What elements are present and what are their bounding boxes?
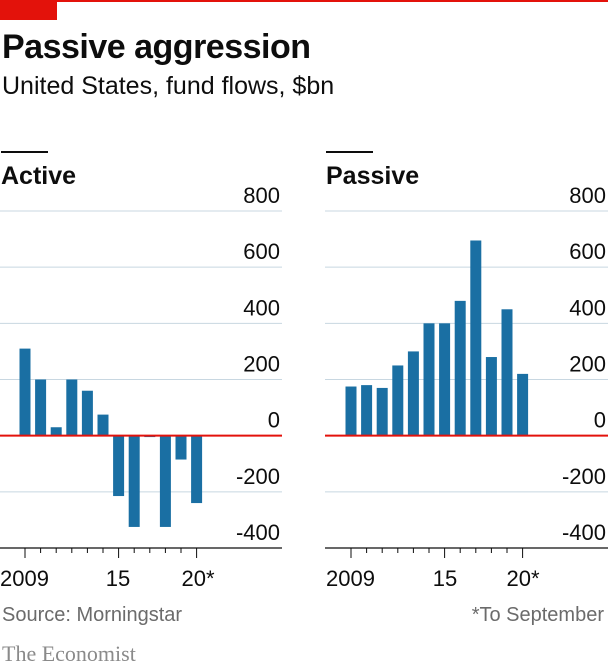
x-tick-label: 15 — [106, 566, 130, 591]
bar — [97, 414, 109, 436]
top-rule — [0, 0, 608, 2]
bar — [128, 435, 140, 527]
bar — [361, 385, 373, 436]
bar — [345, 386, 357, 436]
bar — [50, 427, 62, 436]
bar — [191, 435, 203, 504]
bar — [517, 373, 529, 436]
footnote: *To September — [471, 604, 604, 626]
y-tick-label: -200 — [562, 464, 606, 489]
panel-marker — [326, 151, 373, 153]
y-tick-label: 400 — [569, 295, 606, 320]
x-tick-label: 2009 — [0, 566, 49, 591]
bar — [376, 387, 388, 436]
x-tick-label: 2009 — [326, 566, 375, 591]
bar — [439, 323, 451, 436]
bar — [454, 300, 466, 436]
y-tick-label: 200 — [569, 352, 606, 377]
y-tick-label: -400 — [562, 520, 606, 545]
y-tick-label: 800 — [569, 183, 606, 208]
panel-marker — [1, 151, 48, 153]
x-tick-label: 20* — [181, 566, 214, 591]
y-tick-label: 800 — [243, 183, 280, 208]
bar — [175, 435, 187, 460]
bar — [392, 365, 404, 436]
bar — [159, 435, 171, 527]
y-tick-label: 600 — [243, 239, 280, 264]
bar — [66, 379, 78, 436]
panel-title: Active — [1, 162, 76, 190]
y-tick-label: 0 — [268, 408, 280, 433]
bar — [407, 351, 419, 436]
x-tick-label: 20* — [506, 566, 539, 591]
panel-title: Passive — [326, 162, 419, 190]
chart-title: Passive aggression — [2, 28, 311, 66]
bar — [19, 348, 31, 436]
bar — [501, 309, 513, 436]
bar — [35, 379, 47, 436]
x-tick-label: 15 — [433, 566, 457, 591]
chart-area: Active 800 600 400 200 0 -200 -400 2009 15 20* Pass… — [0, 151, 608, 591]
y-tick-label: -200 — [236, 464, 280, 489]
bar — [470, 240, 482, 436]
y-tick-label: 600 — [569, 239, 606, 264]
publisher-logo: The Economist — [2, 641, 136, 666]
bar — [81, 390, 93, 436]
bar — [113, 435, 125, 497]
y-tick-label: 0 — [594, 408, 606, 433]
chart-subtitle: United States, fund flows, $bn — [2, 72, 335, 100]
bar — [423, 323, 435, 436]
y-tick-label: 200 — [243, 352, 280, 377]
y-tick-label: -400 — [236, 520, 280, 545]
brand-tag — [0, 0, 57, 20]
bar — [485, 357, 497, 436]
y-tick-label: 400 — [243, 295, 280, 320]
source-note: Source: Morningstar — [2, 604, 183, 626]
